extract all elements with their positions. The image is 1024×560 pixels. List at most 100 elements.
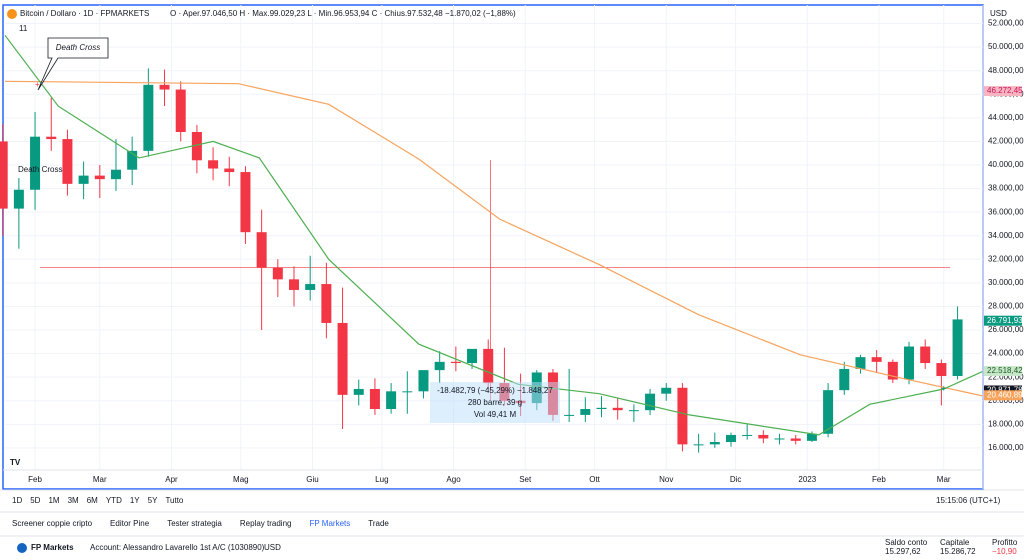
candle-body [256, 232, 267, 268]
candle-body [13, 189, 24, 209]
y-tick-label: 38.000,00 [988, 184, 1024, 193]
y-tick-label: 50.000,00 [988, 42, 1024, 51]
y-tick-label: 22.000,00 [988, 372, 1024, 381]
candle-body [483, 348, 494, 384]
y-tick-label: 44.000,00 [988, 113, 1024, 122]
candle-body [887, 361, 898, 380]
cross-marker: + [35, 80, 40, 89]
candle-body [175, 89, 186, 132]
price-label-bg [984, 390, 1022, 401]
candle-body [677, 387, 688, 445]
y-tick-label: 18.000,00 [988, 419, 1024, 428]
candle-body [725, 434, 736, 443]
price-label-bg [984, 366, 1022, 377]
measure-text: Vol 49,41 M [474, 410, 517, 419]
x-tick-label: Lug [375, 475, 388, 484]
candle-body [693, 444, 704, 446]
range-button[interactable]: 6M [87, 496, 98, 505]
x-tick-label: Feb [28, 475, 42, 484]
symbol: Bitcoin / Dollaro · 1D · FPMARKETS [20, 9, 149, 18]
price-label: 20.460,89 [987, 390, 1023, 399]
candle-body [353, 388, 364, 395]
candle-body [224, 168, 235, 173]
measure-text: 280 barre, 39 g [468, 398, 522, 407]
candle-body [450, 361, 461, 364]
moving-average [4, 34, 984, 436]
candle-body [402, 391, 413, 393]
clock: 15:15:06 (UTC+1) [936, 496, 1001, 505]
range-button[interactable]: 1Y [130, 496, 140, 505]
measure-text: -18.482,79 (−45,29%) −1.848,27 [437, 386, 553, 395]
y-tick-label: 34.000,00 [988, 231, 1024, 240]
candle-body [305, 284, 316, 290]
candle-body [628, 410, 639, 412]
currency[interactable]: USD [990, 9, 1007, 18]
y-tick-label: 24.000,00 [988, 349, 1024, 358]
y-tick-label: 32.000,00 [988, 254, 1024, 263]
field-label: Saldo conto [885, 538, 928, 547]
candle-body [645, 393, 656, 411]
range-buttons: 1D 5D 1M 3M 6M YTD 1Y 5Y Tutto [12, 496, 184, 505]
tab[interactable]: Screener coppie cripto [12, 519, 93, 528]
field-value: 15.286,72 [940, 547, 976, 555]
candle-body [774, 438, 785, 440]
candle-body [434, 361, 445, 371]
candle-body [143, 84, 154, 151]
callout [37, 37, 109, 91]
range-button[interactable]: 1D [12, 496, 22, 505]
candle-body [790, 438, 801, 441]
candle-body [208, 160, 219, 169]
x-tick-label: Nov [659, 475, 673, 484]
tab[interactable]: Tester strategia [167, 519, 222, 528]
field-label: Capitale [940, 538, 970, 547]
tab[interactable]: FP Markets [309, 519, 350, 528]
candle-body [920, 346, 931, 364]
field-value: −10,90 [992, 547, 1017, 555]
account-name[interactable]: Account: Alessandro Lavarello 1st A/C (1… [90, 543, 265, 552]
y-tick-label: 20.000,00 [988, 396, 1024, 405]
broker[interactable]: FP Markets [31, 543, 74, 552]
cross-marker: + [941, 384, 946, 393]
candle-body [596, 407, 607, 410]
x-tick-label: Mag [233, 475, 249, 484]
candle-body [612, 407, 623, 411]
range-button[interactable]: 5Y [148, 496, 158, 505]
candle-body [936, 363, 947, 376]
x-tick-label: Giu [306, 475, 318, 484]
indicators-count[interactable]: 11 [19, 24, 28, 33]
candle-body [127, 150, 138, 170]
x-tick-label: Mar [93, 475, 107, 484]
tab[interactable]: Replay trading [240, 519, 292, 528]
range-button[interactable]: 5D [30, 496, 40, 505]
x-tick-label: Mar [937, 475, 951, 484]
range-button[interactable]: 3M [68, 496, 79, 505]
range-button[interactable]: Tutto [165, 496, 183, 505]
account-currency: USD [264, 543, 281, 552]
range-button[interactable]: 1M [48, 496, 59, 505]
candle-body [806, 433, 817, 441]
y-tick-label: 36.000,00 [988, 207, 1024, 216]
candle-body [386, 391, 397, 410]
price-label: 46.272,45 [987, 86, 1023, 95]
y-tick-label: 42.000,00 [988, 137, 1024, 146]
logo: TV [10, 458, 21, 467]
candle-body [904, 346, 915, 380]
x-tick-label: Dic [730, 475, 742, 484]
candle-body [855, 357, 866, 369]
field-value: 15.297,62 [885, 547, 921, 555]
x-tick-label: Feb [872, 475, 886, 484]
candle-body [191, 131, 202, 161]
x-tick-label: Set [519, 475, 532, 484]
range-button[interactable]: YTD [106, 496, 122, 505]
x-tick-label: 2023 [798, 475, 816, 484]
candle-body [369, 388, 380, 410]
moving-average [4, 80, 984, 397]
candle-body [46, 136, 57, 140]
tab[interactable]: Trade [368, 519, 389, 528]
tab[interactable]: Editor Pine [110, 519, 150, 528]
field-label: Profitto [992, 538, 1018, 547]
candle-body [159, 84, 170, 90]
candle-body [952, 319, 963, 376]
